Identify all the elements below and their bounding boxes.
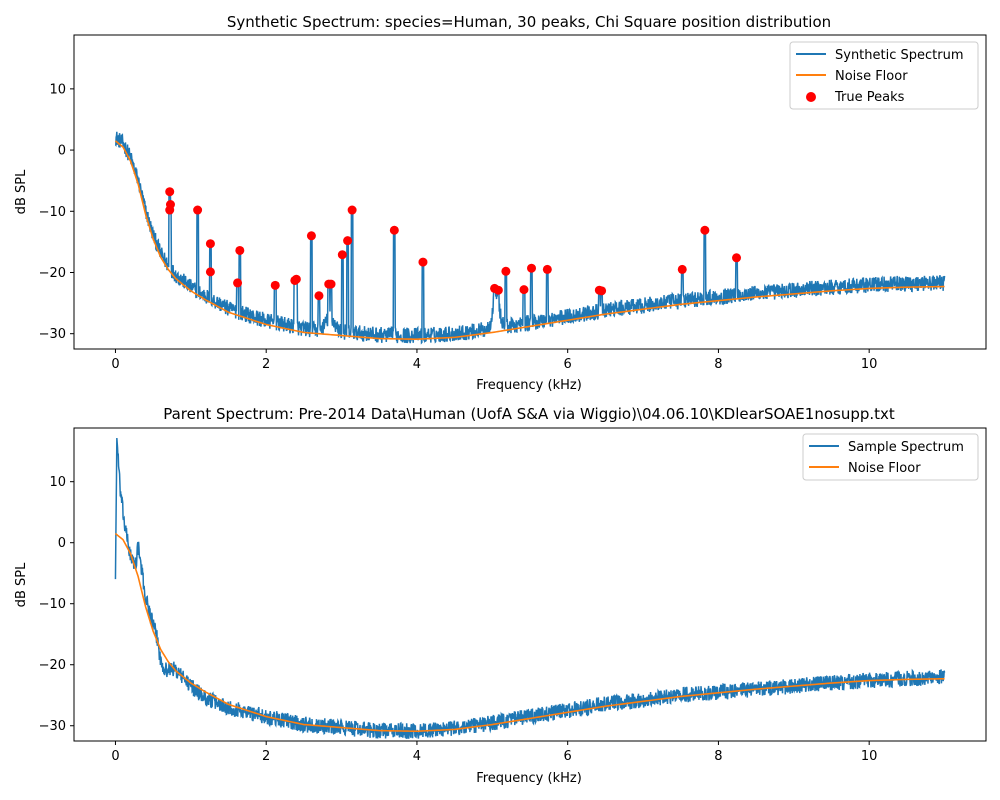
x-tick-label: 2 <box>262 749 270 764</box>
legend-label-noise: Noise Floor <box>835 69 908 84</box>
legend: Sample Spectrum Noise Floor <box>802 433 979 481</box>
y-tick-label: 0 <box>58 144 66 159</box>
true-peak-point <box>418 257 428 267</box>
true-peak-point <box>270 280 280 290</box>
x-tick-label: 0 <box>111 357 119 372</box>
y-tick-label: 10 <box>49 82 66 97</box>
true-peak-point <box>501 266 511 276</box>
true-peak-point <box>205 239 215 249</box>
true-peak-point <box>306 231 316 241</box>
true-peak-point <box>677 264 687 274</box>
y-axis-label: dB SPL <box>14 169 29 214</box>
true-peak-point <box>326 279 336 289</box>
legend: Synthetic Spectrum Noise Floor True Peak… <box>789 41 979 110</box>
y-tick-label: −20 <box>39 266 66 281</box>
x-axis-label: Frequency (kHz) <box>476 771 582 786</box>
true-peak-point <box>314 291 324 301</box>
plot-area: 0 2 4 6 8 10 −30 −20 −10 0 10 <box>39 34 987 372</box>
x-tick-label: 4 <box>413 357 421 372</box>
x-axis-label: Frequency (kHz) <box>476 378 582 393</box>
true-peak-point <box>519 285 529 295</box>
chart-title: Parent Spectrum: Pre-2014 Data\Human (Uo… <box>163 405 895 423</box>
true-peak-point <box>527 263 537 273</box>
true-peak-point <box>343 236 353 246</box>
true-peak-point <box>165 187 175 197</box>
x-tick-label: 2 <box>262 357 270 372</box>
y-tick-label: −30 <box>39 719 66 734</box>
chart-title: Synthetic Spectrum: species=Human, 30 pe… <box>227 13 831 31</box>
x-tick-label: 6 <box>564 357 572 372</box>
true-peak-point <box>389 225 399 235</box>
legend-label-peaks: True Peaks <box>834 90 905 105</box>
y-tick-label: −20 <box>39 658 66 673</box>
legend-box <box>802 433 979 481</box>
axes-frame <box>73 427 987 742</box>
spectrum-series-line <box>114 131 946 345</box>
x-tick-label: 6 <box>564 749 572 764</box>
y-tick-label: 10 <box>49 475 66 490</box>
axes-frame <box>73 34 987 350</box>
true-peak-point <box>493 285 503 295</box>
true-peak-point <box>700 225 710 235</box>
legend-swatch-peaks <box>806 92 816 102</box>
true-peak-point <box>205 267 215 277</box>
legend-label-spectrum: Sample Spectrum <box>848 440 964 455</box>
y-tick-label: 0 <box>58 536 66 551</box>
synthetic-spectrum-chart: 0 2 4 6 8 10 −30 −20 −10 0 10 Synthetic Spectrum: … <box>14 13 987 393</box>
plot-area: 0 2 4 6 8 10 −30 −20 −10 0 10 <box>39 427 987 764</box>
parent-spectrum-chart: 0 2 4 6 8 10 −30 −20 −10 0 10 Parent Spectrum: Pre… <box>14 405 987 786</box>
x-tick-label: 10 <box>861 357 878 372</box>
legend-label-spectrum: Synthetic Spectrum <box>835 48 964 63</box>
true-peak-point <box>165 200 175 210</box>
true-peak-point <box>542 264 552 274</box>
spectrum-series-line <box>114 437 946 739</box>
noise-floor-line <box>114 532 945 733</box>
true-peak-point <box>291 274 301 284</box>
x-tick-label: 8 <box>714 749 722 764</box>
true-peak-point <box>597 286 607 296</box>
true-peak-point <box>233 278 243 288</box>
x-tick-label: 8 <box>714 357 722 372</box>
noise-floor-line <box>114 140 945 341</box>
true-peak-point <box>337 250 347 260</box>
true-peak-point <box>235 245 245 255</box>
true-peak-point <box>732 253 742 263</box>
x-tick-label: 10 <box>861 749 878 764</box>
legend-label-noise: Noise Floor <box>848 461 921 476</box>
true-peak-point <box>347 205 357 215</box>
y-tick-label: −10 <box>39 597 66 612</box>
x-tick-label: 0 <box>111 749 119 764</box>
x-tick-label: 4 <box>413 749 421 764</box>
y-tick-label: −10 <box>39 205 66 220</box>
y-axis-label: dB SPL <box>14 562 29 607</box>
true-peak-point <box>193 205 203 215</box>
legend-box <box>789 41 979 110</box>
y-tick-label: −30 <box>39 327 66 342</box>
